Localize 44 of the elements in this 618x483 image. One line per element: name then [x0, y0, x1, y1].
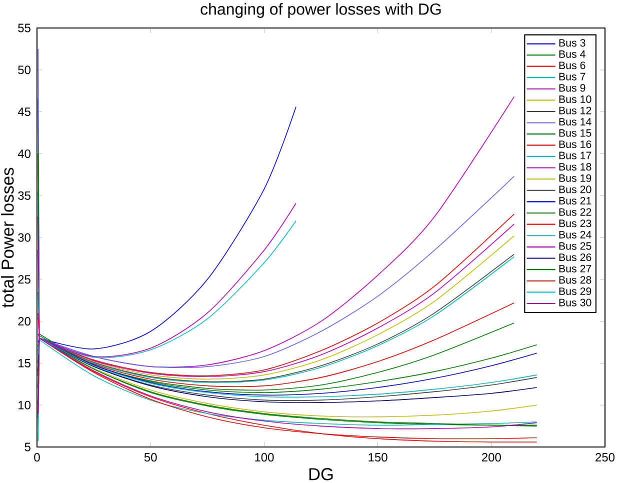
- y-tick-label: 50: [18, 66, 30, 74]
- x-tick-label: 150: [368, 453, 388, 462]
- legend-label: Bus 24: [559, 230, 592, 238]
- legend-label: Bus 18: [559, 163, 592, 171]
- legend-label: Bus 19: [559, 174, 592, 182]
- legend-label: Bus 4: [559, 50, 586, 58]
- legend-label: Bus 15: [559, 129, 592, 137]
- x-tick-label: 100: [255, 453, 274, 462]
- legend-label: Bus 10: [559, 95, 592, 103]
- x-tick-label: 50: [144, 453, 157, 462]
- legend-label: Bus 12: [559, 106, 592, 114]
- legend-label: Bus 14: [559, 118, 592, 126]
- y-tick-label: 55: [18, 24, 30, 32]
- legend-label: Bus 6: [559, 62, 586, 70]
- legend-label: Bus 29: [559, 287, 592, 296]
- legend-label: Bus 27: [559, 264, 592, 272]
- y-tick-label: 5: [24, 442, 30, 452]
- y-axis-title: total Power losses: [1, 168, 14, 308]
- y-tick-label: 45: [18, 108, 30, 116]
- y-tick-label: 25: [18, 275, 30, 284]
- y-tick-label: 30: [18, 233, 30, 242]
- legend-label: Bus 22: [559, 208, 592, 216]
- legend-label: Bus 21: [559, 196, 592, 204]
- chart-title: changing of power losses with DG: [200, 3, 441, 18]
- x-tick-label: 0: [34, 453, 40, 462]
- legend-label: Bus 20: [559, 186, 592, 194]
- x-tick-label: 250: [596, 453, 615, 462]
- y-tick-label: 20: [18, 317, 30, 326]
- y-tick-label: 10: [18, 400, 30, 410]
- x-tick-label: 200: [482, 453, 501, 462]
- x-axis-title: DG: [309, 468, 333, 480]
- y-tick-label: 35: [18, 191, 30, 200]
- y-tick-label: 40: [18, 149, 30, 158]
- legend-label: Bus 17: [559, 152, 592, 160]
- legend-label: Bus 3: [559, 39, 586, 47]
- legend-label: Bus 30: [559, 298, 592, 306]
- legend-label: Bus 7: [559, 72, 586, 80]
- legend-label: Bus 26: [559, 254, 592, 262]
- legend-label: Bus 16: [559, 140, 592, 148]
- legend-label: Bus 25: [559, 242, 592, 250]
- legend-label: Bus 23: [559, 220, 592, 228]
- y-tick-label: 15: [18, 359, 30, 368]
- legend-label: Bus 28: [559, 276, 592, 284]
- legend-label: Bus 9: [559, 84, 586, 92]
